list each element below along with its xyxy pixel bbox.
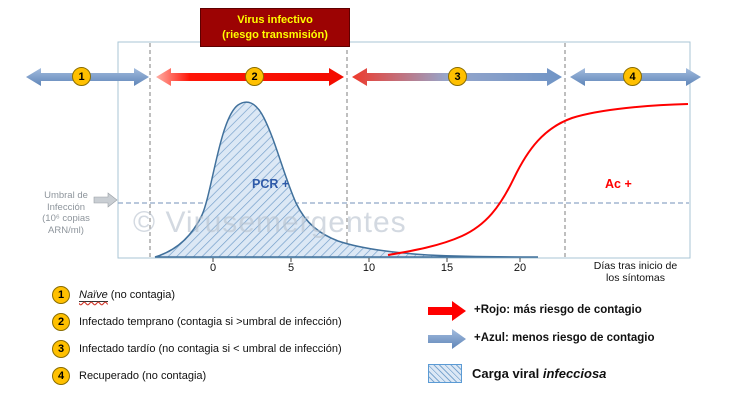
legend1-term: Naïve [79, 289, 108, 302]
tick-15: 15 [440, 262, 454, 274]
phase3-badge: 3 [448, 67, 467, 86]
legend4-badge: 4 [52, 367, 70, 385]
title-box: Virus infectivo (riesgo transmisión) [200, 8, 350, 47]
ac-label: Ac + [605, 177, 632, 191]
viral-load-curve [154, 101, 539, 258]
legend2-number: 2 [57, 316, 65, 328]
threshold-line4: ARN/ml) [48, 224, 84, 236]
legend3-number: 3 [57, 343, 65, 355]
legend3-text: Infectado tardío (no contagia si < umbra… [79, 343, 342, 355]
legend4-number: 4 [57, 370, 65, 382]
legend1-number: 1 [57, 289, 65, 301]
phase2-badge: 2 [245, 67, 264, 86]
threshold-line3: (10⁶ copias [42, 213, 90, 224]
legend-item-1: 1 Naïve (no contagia) [52, 286, 175, 304]
blue-arrow-icon [428, 329, 466, 349]
legend1-badge: 1 [52, 286, 70, 304]
antibody-curve [387, 103, 689, 256]
phase4-number: 4 [629, 70, 636, 83]
x-axis-title: Días tras inicio de los síntomas [578, 260, 693, 284]
pcr-label: PCR + [252, 177, 290, 191]
legend2-badge: 2 [52, 313, 70, 331]
phase2-number: 2 [251, 70, 258, 83]
tick-10: 10 [362, 262, 376, 274]
legend-item-4: 4 Recuperado (no contagia) [52, 367, 206, 385]
carga-viral-label: Carga viral infecciosa [472, 366, 606, 381]
title-line1: Virus infectivo [237, 13, 313, 26]
phase1-badge: 1 [72, 67, 91, 86]
red-arrow-label: +Rojo: más riesgo de contagio [474, 304, 642, 316]
hatch-swatch-icon [428, 364, 462, 383]
tick-5: 5 [287, 262, 295, 274]
phase1-number: 1 [78, 70, 85, 83]
carga-viral-legend: Carga viral infecciosa [428, 364, 606, 383]
red-arrow-icon [428, 301, 466, 321]
threshold-pointer-icon [93, 192, 118, 208]
x-axis-title-line1: Días tras inicio de [593, 260, 678, 272]
title-line2: (riesgo transmisión) [222, 28, 328, 41]
carga-viral-italic: infecciosa [542, 366, 607, 381]
threshold-line1: Umbral de [44, 190, 88, 201]
legend3-badge: 3 [52, 340, 70, 358]
legend1-text: Naïve (no contagia) [79, 289, 176, 302]
carga-viral-plain: Carga viral [472, 366, 543, 381]
tick-20: 20 [513, 262, 527, 274]
legend2-text: Infectado temprano (contagia si >umbral … [79, 316, 342, 328]
legend-item-3: 3 Infectado tardío (no contagia si < umb… [52, 340, 342, 358]
x-axis-title-line2: los síntomas [606, 272, 665, 284]
threshold-line2: Infección [46, 201, 86, 213]
legend1-rest: (no contagia) [107, 289, 176, 301]
threshold-label: Umbral de Infección (10⁶ copias ARN/ml) [26, 190, 106, 236]
phase3-number: 3 [454, 70, 461, 83]
legend4-text: Recuperado (no contagia) [79, 370, 207, 382]
legend-item-2: 2 Infectado temprano (contagia si >umbra… [52, 313, 342, 331]
plot-frame [117, 41, 691, 259]
x-axis-ticks [212, 258, 521, 262]
tick-0: 0 [209, 262, 217, 274]
blue-arrow-label: +Azul: menos riesgo de contagio [474, 332, 655, 344]
phase4-badge: 4 [623, 67, 642, 86]
